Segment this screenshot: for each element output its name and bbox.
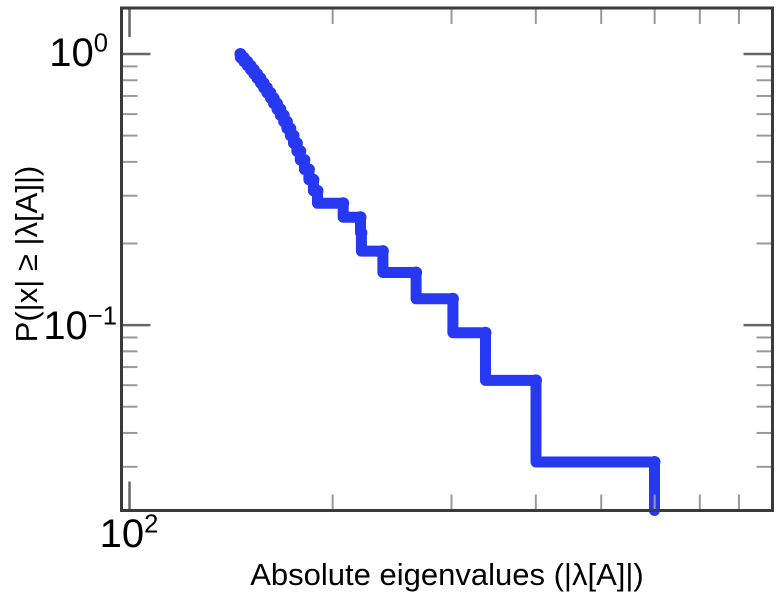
x-tick-label-1e2: 102 [99, 510, 159, 556]
y-tick-label-1e-1: 10−1 [43, 302, 117, 348]
axis-frame-and-ticks [120, 6, 774, 512]
eigenvalue-ccdf-curve [234, 48, 661, 516]
y-tick-label-1e0: 100 [49, 29, 108, 75]
y-axis-title: P(|x| ≥ |λ[A]|) [8, 165, 44, 343]
x-axis-title: Absolute eigenvalues (|λ[A]|) [250, 557, 644, 592]
